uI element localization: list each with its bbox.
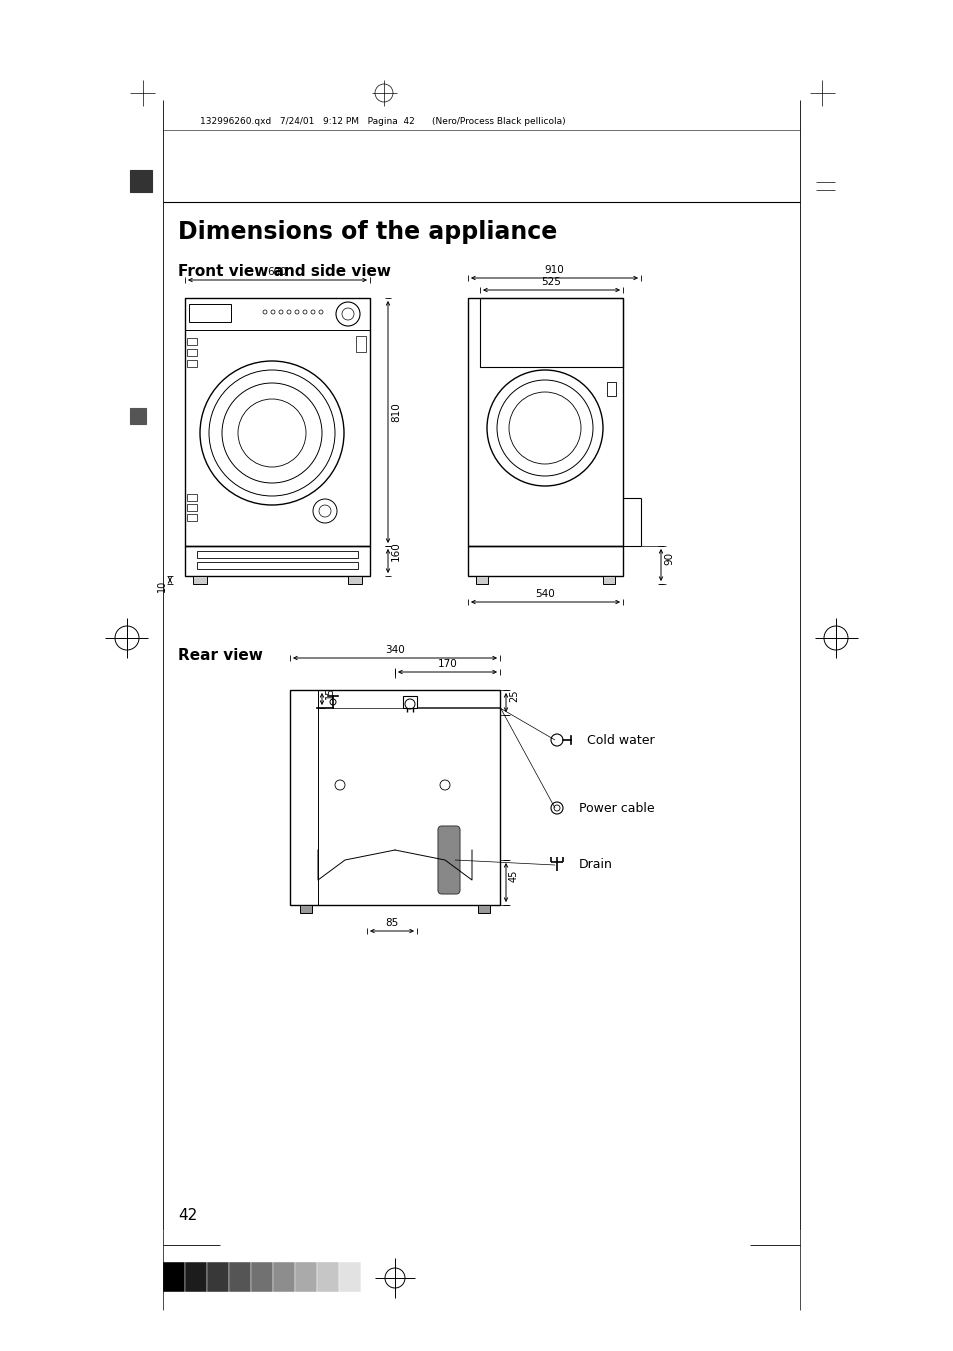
Bar — [187, 513, 196, 521]
Bar — [163, 1262, 185, 1292]
Bar — [299, 905, 312, 913]
Bar — [294, 1262, 316, 1292]
Bar — [185, 1262, 207, 1292]
Text: 90: 90 — [663, 551, 673, 565]
Bar — [251, 1262, 273, 1292]
Bar — [185, 299, 370, 330]
Bar — [187, 359, 196, 367]
Bar — [316, 1262, 338, 1292]
Bar — [273, 1262, 294, 1292]
Text: 25: 25 — [509, 690, 518, 703]
Bar — [479, 299, 622, 367]
Text: 540: 540 — [535, 589, 555, 598]
FancyBboxPatch shape — [437, 825, 459, 894]
Bar — [185, 546, 370, 576]
Bar — [602, 576, 615, 584]
Text: 170: 170 — [437, 659, 456, 669]
Text: 132996260.qxd   7/24/01   9:12 PM   Pagina  42      (Nero/Process Black pellicol: 132996260.qxd 7/24/01 9:12 PM Pagina 42 … — [200, 116, 565, 126]
Text: Rear view: Rear view — [178, 647, 263, 662]
Text: 42: 42 — [178, 1208, 197, 1223]
Bar — [193, 576, 207, 584]
Bar — [189, 304, 231, 322]
Text: 10: 10 — [157, 580, 167, 592]
Bar — [187, 338, 196, 345]
Bar — [468, 299, 622, 546]
Bar — [229, 1262, 251, 1292]
Text: Power cable: Power cable — [578, 801, 654, 815]
Text: Dimensions of the appliance: Dimensions of the appliance — [178, 220, 557, 245]
Bar — [163, 1262, 185, 1292]
Text: 525: 525 — [541, 277, 561, 286]
Bar — [468, 546, 622, 576]
Bar — [338, 1262, 360, 1292]
Bar — [360, 1262, 382, 1292]
Bar — [402, 696, 416, 708]
Bar — [187, 494, 196, 501]
Text: 45: 45 — [509, 870, 518, 882]
Text: Cold water: Cold water — [586, 734, 654, 747]
Bar — [207, 1262, 229, 1292]
Bar — [185, 1262, 207, 1292]
Text: Front view and side view: Front view and side view — [178, 265, 391, 280]
Bar — [360, 1262, 382, 1292]
Text: 810: 810 — [391, 403, 400, 422]
Text: 15: 15 — [325, 686, 335, 698]
Bar — [606, 382, 616, 396]
Text: 85: 85 — [385, 917, 398, 928]
Text: 910: 910 — [544, 265, 564, 276]
Bar — [290, 690, 499, 905]
Bar — [348, 576, 361, 584]
Bar — [294, 1262, 316, 1292]
Bar — [130, 408, 146, 424]
Bar — [316, 1262, 338, 1292]
Bar — [185, 299, 370, 546]
Text: 600: 600 — [268, 267, 287, 277]
Bar — [196, 551, 357, 558]
Bar — [187, 349, 196, 357]
Text: 340: 340 — [385, 644, 404, 655]
Bar — [476, 576, 488, 584]
Bar — [251, 1262, 273, 1292]
Bar — [130, 170, 152, 192]
Text: 160: 160 — [391, 542, 400, 561]
Bar — [477, 905, 490, 913]
Bar — [273, 1262, 294, 1292]
Text: Drain: Drain — [578, 858, 612, 871]
Bar — [207, 1262, 229, 1292]
Bar — [229, 1262, 251, 1292]
Bar — [338, 1262, 360, 1292]
Bar — [187, 504, 196, 511]
Bar — [196, 562, 357, 569]
Bar — [355, 336, 366, 353]
